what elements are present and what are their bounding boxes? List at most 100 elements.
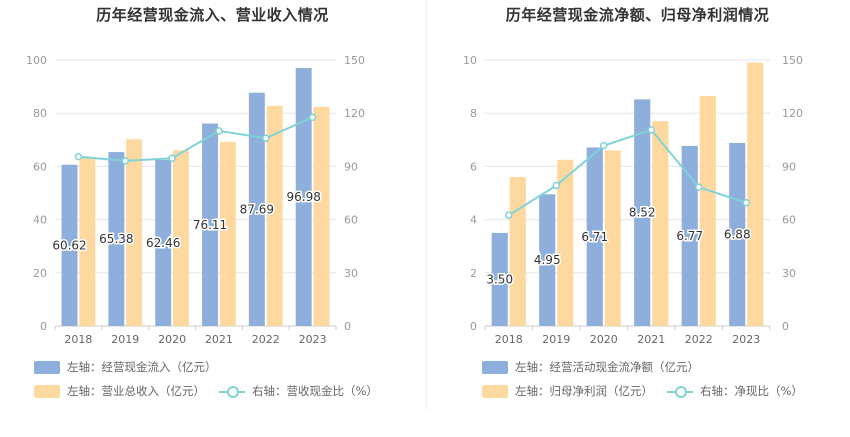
- bar-series-2: [604, 150, 621, 326]
- x-tick-label: 2022: [252, 333, 280, 346]
- bar-series-1: [248, 92, 265, 326]
- y-left-tick-label: 6: [470, 160, 477, 173]
- legend-item-cash-ratio[interactable]: 右轴：净现比（%）: [667, 383, 803, 399]
- x-tick-label: 2020: [158, 333, 186, 346]
- chart-title: 历年经营现金流入、营业收入情况: [96, 6, 329, 24]
- bar-data-label: 87.69: [240, 202, 274, 216]
- legend-row-1: 左轴：经营现金流入（亿元）: [34, 357, 231, 377]
- line-series: [508, 128, 747, 217]
- legend-item-net-cash-flow[interactable]: 左轴：经营活动现金流净额（亿元）: [482, 359, 699, 375]
- x-tick-label: 2023: [732, 333, 760, 346]
- bar-series-2: [747, 62, 764, 326]
- line-point: [308, 113, 317, 122]
- y-right-tick-label: 120: [344, 107, 365, 120]
- x-tick-label: 2023: [299, 333, 327, 346]
- legend-item-ratio[interactable]: 右轴：营收现金比（%）: [219, 383, 378, 399]
- x-tick-label: 2021: [637, 333, 665, 346]
- legend-line-marker-icon: [219, 385, 245, 398]
- x-tick-label: 2018: [64, 333, 92, 346]
- line-point: [168, 154, 176, 162]
- bar-series-2: [557, 159, 574, 326]
- chart-panel-net-cash-flow: 历年经营现金流净额、归母净利润情况 0 2 4 6 8 10 0 30 60 90 120 150 20…: [425, 0, 850, 437]
- bar-data-label: 96.98: [287, 190, 321, 204]
- legend-item-cash-inflow[interactable]: 左轴：经营现金流入（亿元）: [34, 359, 217, 375]
- x-tick-label: 2019: [111, 333, 139, 346]
- y-left-tick-label: 0: [470, 320, 477, 333]
- chart-canvas: 0 2 4 6 8 10 0 30 60 90 120 150 2018 2019 2020 2021 2022…: [463, 54, 803, 346]
- y-left-tick-label: 40: [33, 214, 47, 227]
- bar-series-2: [79, 157, 96, 326]
- x-tick-label: 2020: [590, 333, 618, 346]
- y-left-tick-label: 80: [33, 107, 47, 120]
- y-right-tick-label: 30: [344, 267, 358, 280]
- legend-swatch: [34, 360, 60, 374]
- y-right-tick-label: 60: [344, 214, 358, 227]
- legend-swatch: [482, 360, 508, 374]
- x-tick-label: 2018: [495, 333, 523, 346]
- y-left-tick-label: 2: [470, 267, 477, 280]
- bar-data-label: 4.95: [534, 253, 561, 267]
- bar-series-2: [219, 141, 236, 326]
- legend-row-1: 左轴：经营活动现金流净额（亿元）: [482, 357, 713, 377]
- line-point: [552, 181, 560, 190]
- legend-item-net-profit[interactable]: 左轴：归母净利润（亿元）: [482, 383, 653, 399]
- bar-data-label: 76.11: [193, 218, 227, 232]
- bar-data-label: 6.77: [676, 229, 703, 243]
- line-point: [215, 127, 223, 135]
- legend-row-2: 左轴：归母净利润（亿元） 右轴：净现比（%）: [482, 381, 817, 401]
- bar-data-label: 8.52: [629, 206, 656, 220]
- y-left-tick-label: 100: [26, 54, 47, 67]
- bar-series-2: [173, 150, 189, 326]
- bar-data-label: 6.88: [724, 227, 751, 241]
- y-left-tick-label: 10: [463, 54, 477, 67]
- legend-item-revenue[interactable]: 左轴：营业总收入（亿元）: [34, 383, 205, 399]
- x-tick-label: 2022: [685, 333, 713, 346]
- y-right-tick-label: 150: [782, 54, 803, 67]
- y-right-tick-label: 120: [782, 107, 803, 120]
- line-point: [647, 126, 655, 134]
- chart-title: 历年经营现金流净额、归母净利润情况: [505, 6, 770, 24]
- bar-data-label: 65.38: [99, 232, 133, 246]
- line-point: [600, 141, 608, 150]
- legend-label: 右轴：净现比（%）: [700, 384, 803, 398]
- line-point: [262, 134, 270, 142]
- y-left-tick-label: 20: [33, 267, 47, 280]
- x-tick-label: 2021: [205, 333, 233, 346]
- legend-line-marker-icon: [667, 385, 693, 398]
- bar-series-1: [586, 147, 603, 326]
- y-left-tick-label: 4: [470, 214, 477, 227]
- legend-swatch: [482, 384, 508, 398]
- chart-canvas: 0 20 40 60 80 100 0 30 60 90 120 150 2018 2019 2020 202…: [26, 54, 365, 346]
- bar-data-label: 62.46: [146, 236, 180, 250]
- legend-label: 左轴：经营现金流入（亿元）: [67, 360, 217, 374]
- bar-series-1: [155, 159, 172, 326]
- y-right-tick-label: 0: [344, 320, 351, 333]
- bar-data-label: 60.62: [52, 238, 86, 252]
- bar-data-label: 3.50: [486, 272, 513, 286]
- y-right-tick-label: 90: [344, 160, 358, 173]
- y-left-tick-label: 8: [470, 107, 477, 120]
- bar-series-1: [61, 164, 78, 326]
- bar-series-1: [202, 123, 218, 327]
- y-right-tick-label: 90: [782, 160, 796, 173]
- line-point: [742, 199, 750, 207]
- line-point: [695, 183, 703, 191]
- legend-row-2: 左轴：营业总收入（亿元） 右轴：营收现金比（%）: [34, 381, 392, 401]
- chart-panel-cash-inflow: 历年经营现金流入、营业收入情况 0 20 40 60 80 100 0 30 60 90 120 15…: [26, 6, 392, 401]
- y-left-tick-label: 60: [33, 160, 47, 173]
- line-point: [505, 211, 513, 219]
- legend-label: 右轴：营收现金比（%）: [252, 384, 378, 398]
- bar-series-1: [681, 145, 698, 326]
- bar-series-2: [699, 95, 716, 326]
- bar-series-2: [126, 139, 143, 326]
- bar-series-1: [729, 142, 746, 326]
- bar-series-2: [313, 106, 330, 326]
- y-left-tick-label: 0: [40, 320, 47, 333]
- bar-series-2: [509, 177, 526, 326]
- legend-label: 左轴：经营活动现金流净额（亿元）: [515, 360, 699, 374]
- line-series: [78, 116, 313, 162]
- line-point: [74, 152, 83, 161]
- bar-series-2: [652, 121, 669, 327]
- y-right-tick-label: 150: [344, 54, 365, 67]
- bar-series-1: [634, 99, 651, 326]
